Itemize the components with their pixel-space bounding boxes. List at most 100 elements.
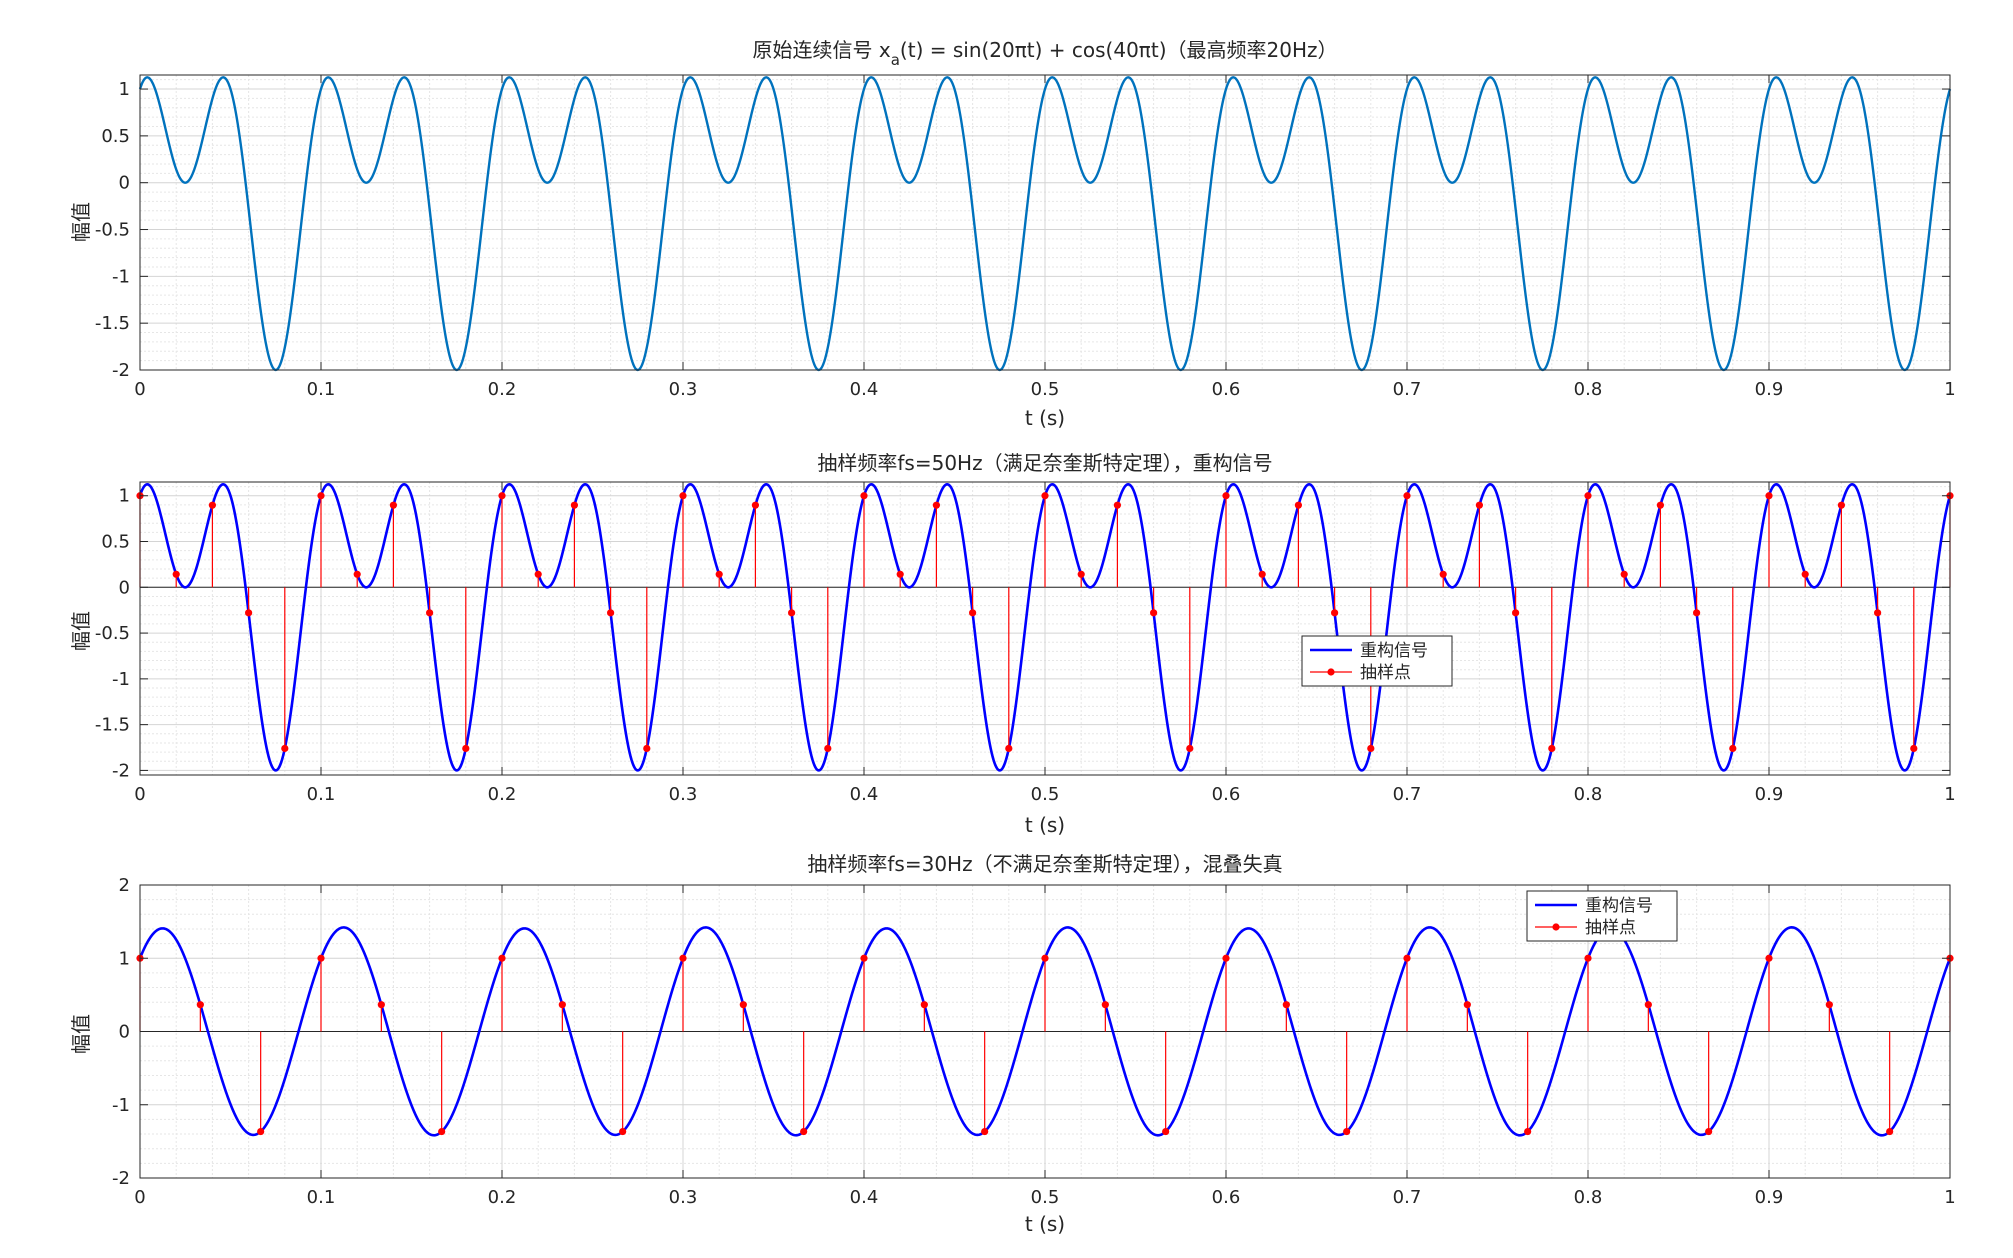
y-tick-label: 0 bbox=[119, 577, 130, 598]
legend-label: 重构信号 bbox=[1585, 896, 1653, 916]
sample-point bbox=[1005, 744, 1013, 753]
sample-point bbox=[1294, 501, 1302, 509]
sample-point bbox=[739, 1001, 747, 1009]
sample-point bbox=[1886, 1127, 1894, 1136]
x-tick-label: 1 bbox=[1944, 1187, 1955, 1208]
sample-point bbox=[438, 1127, 446, 1136]
y-tick-label: 0.5 bbox=[101, 532, 130, 553]
x-tick-label: 0.3 bbox=[669, 784, 698, 805]
y-tick-label: -1.5 bbox=[95, 313, 130, 334]
sample-point bbox=[570, 501, 579, 509]
legend-label: 重构信号 bbox=[1360, 641, 1428, 661]
x-axis-label: t (s) bbox=[1025, 1212, 1065, 1236]
legend-label: 抽样点 bbox=[1585, 918, 1636, 938]
sample-point bbox=[1729, 744, 1737, 753]
y-axis-label: 幅值 bbox=[69, 202, 93, 242]
y-tick-label: 0 bbox=[119, 173, 130, 194]
x-tick-label: 0.2 bbox=[488, 784, 517, 805]
sample-point bbox=[245, 609, 253, 617]
sample-point bbox=[353, 570, 361, 578]
legend-marker bbox=[1327, 668, 1335, 676]
legend-box bbox=[1526, 890, 1678, 942]
x-tick-label: 0.8 bbox=[1574, 1187, 1603, 1208]
sample-point bbox=[679, 492, 687, 500]
sample-point bbox=[619, 1127, 627, 1136]
x-tick-label: 0.7 bbox=[1393, 784, 1422, 805]
sample-point bbox=[1801, 570, 1809, 578]
subplot-original-signal: 原始连续信号 xa(t) = sin(20πt) + cos(40πt)（最高频… bbox=[69, 38, 1956, 430]
sample-point bbox=[1403, 954, 1411, 962]
sample-point bbox=[426, 609, 434, 617]
sample-point bbox=[1077, 570, 1085, 578]
x-tick-label: 0.5 bbox=[1031, 379, 1060, 400]
x-tick-label: 0.9 bbox=[1755, 379, 1784, 400]
sample-point bbox=[558, 1001, 566, 1009]
sample-point bbox=[1512, 609, 1520, 617]
x-tick-label: 0.6 bbox=[1212, 379, 1241, 400]
x-tick-label: 0.1 bbox=[307, 379, 336, 400]
sample-point bbox=[1041, 492, 1049, 500]
sample-point bbox=[1150, 609, 1158, 617]
x-tick-label: 0.2 bbox=[488, 379, 517, 400]
x-tick-label: 0 bbox=[134, 784, 145, 805]
y-tick-label: -1.5 bbox=[95, 715, 130, 736]
y-tick-label: -1 bbox=[112, 266, 130, 287]
x-tick-label: 0.9 bbox=[1755, 1187, 1784, 1208]
x-tick-label: 0.7 bbox=[1393, 379, 1422, 400]
x-tick-label: 0.2 bbox=[488, 1187, 517, 1208]
x-tick-label: 0.1 bbox=[307, 1187, 336, 1208]
sample-point bbox=[969, 609, 977, 617]
sample-point bbox=[751, 501, 760, 509]
sample-point bbox=[1403, 492, 1411, 500]
x-tick-label: 0.3 bbox=[669, 379, 698, 400]
y-tick-label: -2 bbox=[112, 360, 130, 381]
sample-point bbox=[1162, 1127, 1170, 1136]
sample-point bbox=[1439, 570, 1447, 578]
y-tick-label: 1 bbox=[119, 79, 130, 100]
sample-point bbox=[860, 954, 868, 962]
sample-point bbox=[1041, 954, 1049, 962]
sample-point bbox=[1765, 954, 1773, 962]
sample-point bbox=[208, 501, 216, 509]
sample-point bbox=[1874, 609, 1882, 617]
sample-point bbox=[1705, 1127, 1713, 1136]
sample-point bbox=[679, 954, 687, 962]
sample-point bbox=[257, 1127, 265, 1136]
sample-point bbox=[498, 492, 506, 500]
sample-point bbox=[281, 744, 289, 753]
sample-point bbox=[1693, 609, 1701, 617]
x-tick-label: 0.5 bbox=[1031, 784, 1060, 805]
y-tick-label: -1 bbox=[112, 669, 130, 690]
x-tick-label: 0.4 bbox=[850, 379, 879, 400]
x-tick-label: 0.6 bbox=[1212, 1187, 1241, 1208]
sample-point bbox=[1113, 501, 1121, 509]
sample-point bbox=[1656, 501, 1664, 509]
sample-point bbox=[317, 492, 325, 500]
sample-point bbox=[377, 1001, 385, 1009]
x-tick-label: 0.1 bbox=[307, 784, 336, 805]
x-tick-label: 0.4 bbox=[850, 784, 879, 805]
sample-point bbox=[715, 570, 723, 578]
y-tick-label: -2 bbox=[112, 1168, 130, 1189]
subplot-fs50-reconstruction: 抽样频率fs=50Hz（满足奈奎斯特定理），重构信号 t (s) 幅值 0 0.1… bbox=[69, 451, 1956, 837]
sample-point bbox=[1463, 1001, 1471, 1009]
subplot-title: 抽样频率fs=50Hz（满足奈奎斯特定理），重构信号 bbox=[817, 451, 1272, 475]
y-tick-label: 0.5 bbox=[101, 126, 130, 147]
sample-point bbox=[896, 570, 904, 578]
sample-point bbox=[920, 1001, 928, 1009]
x-axis-label: t (s) bbox=[1025, 406, 1065, 430]
x-tick-label: 0.6 bbox=[1212, 784, 1241, 805]
legend-label: 抽样点 bbox=[1360, 663, 1411, 683]
sample-point bbox=[1258, 570, 1266, 578]
sample-point bbox=[860, 492, 868, 500]
legend-marker bbox=[1552, 923, 1560, 931]
legend-box bbox=[1301, 635, 1453, 687]
sample-point bbox=[1331, 609, 1339, 617]
x-tick-label: 0.8 bbox=[1574, 784, 1603, 805]
y-tick-label: -0.5 bbox=[95, 623, 130, 644]
sample-point bbox=[534, 570, 542, 578]
sample-point bbox=[1548, 744, 1556, 753]
x-tick-label: 0.3 bbox=[669, 1187, 698, 1208]
